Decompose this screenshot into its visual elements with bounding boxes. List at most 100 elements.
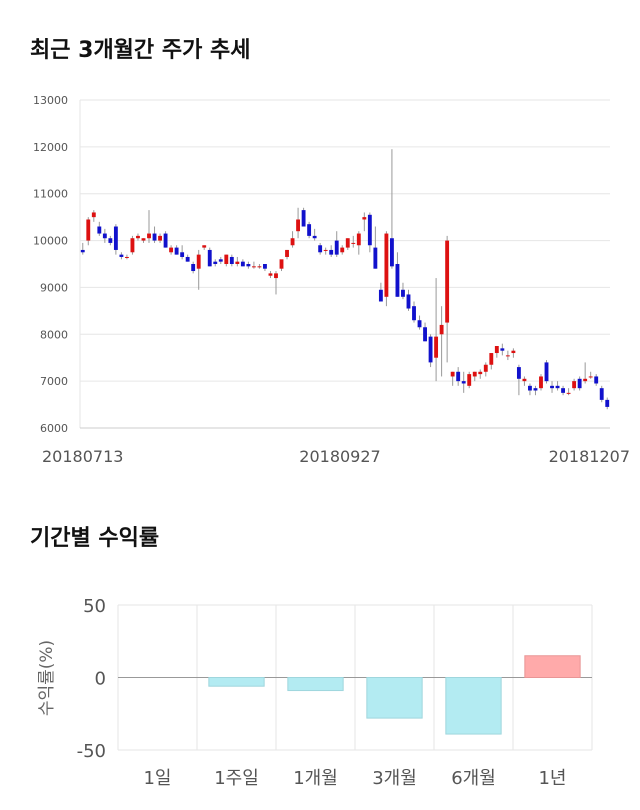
price-candle	[97, 221, 102, 236]
candle-body	[235, 261, 240, 264]
candle-body	[180, 252, 185, 257]
candle-body	[268, 273, 273, 276]
price-candle	[191, 261, 196, 274]
price-candle	[378, 282, 383, 302]
candle-body	[494, 346, 499, 354]
price-candle	[434, 278, 439, 382]
price-candle	[301, 207, 306, 227]
candle-body	[522, 378, 527, 382]
candle-body	[362, 217, 367, 220]
candle-body	[483, 364, 488, 372]
candle-body	[395, 264, 400, 297]
candle-body	[356, 233, 361, 246]
candle-body	[130, 238, 135, 253]
price-candle	[86, 217, 91, 246]
candle-body	[456, 371, 461, 382]
return-grid	[117, 604, 593, 751]
price-x-tick: 20180713	[42, 447, 123, 466]
price-candle	[605, 397, 610, 410]
candle-body	[147, 233, 151, 239]
price-candle	[312, 228, 317, 241]
price-candle	[113, 224, 118, 255]
price-candle	[224, 254, 229, 267]
return-bar	[287, 677, 344, 692]
return-bar	[366, 677, 423, 719]
price-candle	[478, 369, 483, 379]
candle-body	[290, 238, 295, 246]
return-y-tick: 0	[95, 669, 106, 690]
candle-body	[329, 249, 334, 255]
candle-body	[378, 289, 383, 302]
price-candle	[588, 371, 593, 379]
candle-body	[401, 289, 405, 297]
candle-body	[108, 238, 113, 243]
return-x-tick: 1개월	[293, 768, 338, 789]
candle-body	[251, 266, 256, 268]
return-x-tick: 1주일	[214, 768, 259, 789]
candle-body	[384, 233, 389, 297]
price-candle	[334, 231, 339, 257]
candle-body	[423, 327, 427, 342]
candle-body	[528, 385, 532, 391]
price-candle	[185, 254, 190, 262]
price-candle	[240, 259, 245, 267]
candle-body	[599, 388, 604, 400]
candle-body	[191, 264, 196, 272]
candle-body	[450, 371, 455, 377]
price-candle	[152, 226, 157, 243]
price-candle	[533, 385, 538, 396]
price-trend-title: 최근 3개월간 주가 추세	[30, 38, 251, 63]
price-candle	[401, 282, 405, 300]
return-y-axis-title: 수익률(%)	[37, 640, 57, 716]
return-y-axis-labels: 50 0 -50	[77, 596, 106, 762]
price-candle	[257, 264, 262, 269]
price-candle	[428, 334, 433, 368]
return-bar	[524, 655, 581, 678]
candle-body	[406, 294, 411, 309]
price-candle	[147, 210, 151, 243]
candle-body	[119, 254, 124, 257]
price-candle	[207, 247, 212, 267]
period-return-title: 기간별 수익률	[30, 526, 160, 551]
price-candle	[555, 381, 560, 391]
price-candle	[500, 343, 505, 356]
candle-body	[550, 385, 554, 389]
price-candle	[235, 256, 240, 267]
candle-body	[533, 388, 538, 391]
candle-body	[113, 226, 118, 250]
price-candle	[163, 231, 168, 248]
candle-body	[489, 353, 494, 365]
price-candle	[318, 242, 323, 255]
return-bar	[208, 677, 265, 687]
candle-body	[345, 238, 350, 248]
price-candle	[472, 371, 477, 382]
candle-body	[91, 212, 96, 218]
price-candle	[395, 252, 400, 297]
candle-body	[412, 306, 416, 321]
return-x-tick: 1일	[143, 768, 171, 789]
price-candle	[450, 371, 455, 386]
candle-body	[285, 249, 289, 257]
candle-body	[500, 348, 505, 351]
candle-body	[539, 376, 543, 389]
price-candle	[91, 210, 96, 222]
price-candle	[445, 235, 450, 363]
candle-body	[323, 249, 328, 251]
candle-body	[439, 324, 444, 335]
candle-body	[373, 247, 378, 269]
price-candle	[213, 259, 218, 267]
price-candle	[130, 235, 135, 255]
candle-body	[472, 371, 477, 377]
return-x-tick: 6개월	[451, 768, 496, 789]
price-candle	[406, 289, 411, 311]
price-candle	[119, 252, 124, 260]
candle-body	[312, 235, 317, 239]
price-candle	[345, 238, 350, 250]
candle-body	[80, 249, 85, 253]
price-candle	[511, 348, 516, 358]
price-candle	[218, 256, 223, 264]
candle-body	[279, 259, 284, 269]
candle-body	[594, 376, 599, 384]
price-candle	[550, 381, 554, 393]
price-candle	[362, 212, 367, 232]
